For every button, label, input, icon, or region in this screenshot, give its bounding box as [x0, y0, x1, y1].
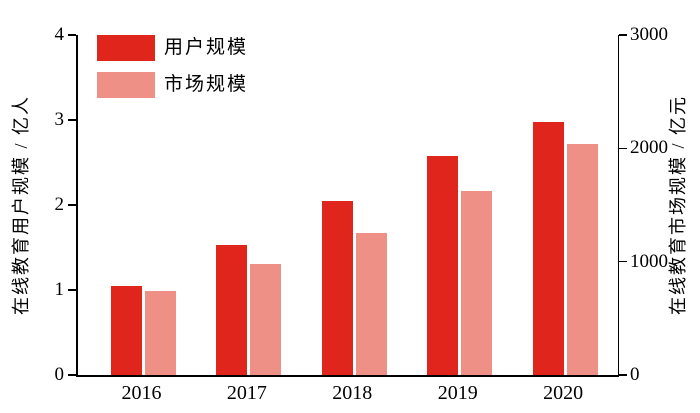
plot-area: 0 1 2 3 4 0 1000 2000 3000	[55, 25, 669, 385]
left-axis-tick-3	[68, 119, 76, 121]
right-axis-tick-label-1000: 1000	[630, 250, 668, 272]
legend-swatch-market	[97, 72, 155, 98]
right-axis-title-text: 在线教育市场规模 / 亿元	[668, 95, 688, 315]
bar-users-2017	[216, 244, 248, 375]
bar-users-2018	[321, 200, 353, 375]
bar-users-2016	[111, 285, 142, 375]
left-axis-tick-label-3: 3	[54, 109, 65, 130]
left-axis-tick-label-4: 4	[54, 24, 65, 45]
bar-users-2019	[427, 155, 459, 375]
bar-market-2016	[145, 290, 176, 375]
bar-market-2018	[355, 232, 387, 375]
legend-item-users: 用户规模	[97, 35, 248, 61]
right-axis-tick-label-2000: 2000	[630, 137, 668, 159]
left-axis-tick-2	[68, 204, 76, 206]
left-axis-tick-label-1: 1	[54, 279, 65, 300]
right-axis-tick-label-0: 0	[630, 364, 640, 385]
bar-market-2019	[461, 191, 493, 375]
right-axis-tick-1000	[619, 260, 627, 263]
bar-market-2017	[250, 263, 282, 375]
left-axis-tick-0	[68, 374, 76, 376]
legend: 用户规模 市场规模	[97, 35, 248, 109]
legend-item-market: 市场规模	[97, 72, 248, 98]
x-axis-label-2016: 2016	[121, 382, 162, 404]
left-axis-tick-1	[68, 289, 76, 291]
right-axis-tick-2000	[619, 147, 627, 150]
x-axis-label-2017: 2017	[226, 382, 267, 404]
right-axis-tick-label-3000: 3000	[630, 24, 668, 45]
left-axis-tick-4	[68, 34, 76, 36]
bar-users-2020	[532, 121, 564, 375]
x-axis-label-2020: 2020	[543, 382, 584, 404]
right-axis-title: 在线教育市场规模 / 亿元	[659, 35, 695, 375]
legend-swatch-users	[97, 35, 155, 61]
left-axis-tick-label-0: 0	[54, 364, 65, 385]
right-axis-tick-0	[619, 374, 627, 376]
legend-label-market: 市场规模	[164, 74, 249, 95]
left-axis-tick-label-2: 2	[54, 194, 65, 215]
legend-label-users: 用户规模	[164, 37, 249, 58]
x-axis-label-2018: 2018	[332, 382, 373, 404]
x-axis-label-2019: 2019	[437, 382, 478, 404]
bar-market-2020	[566, 143, 598, 375]
right-axis-tick-3000	[619, 34, 627, 36]
